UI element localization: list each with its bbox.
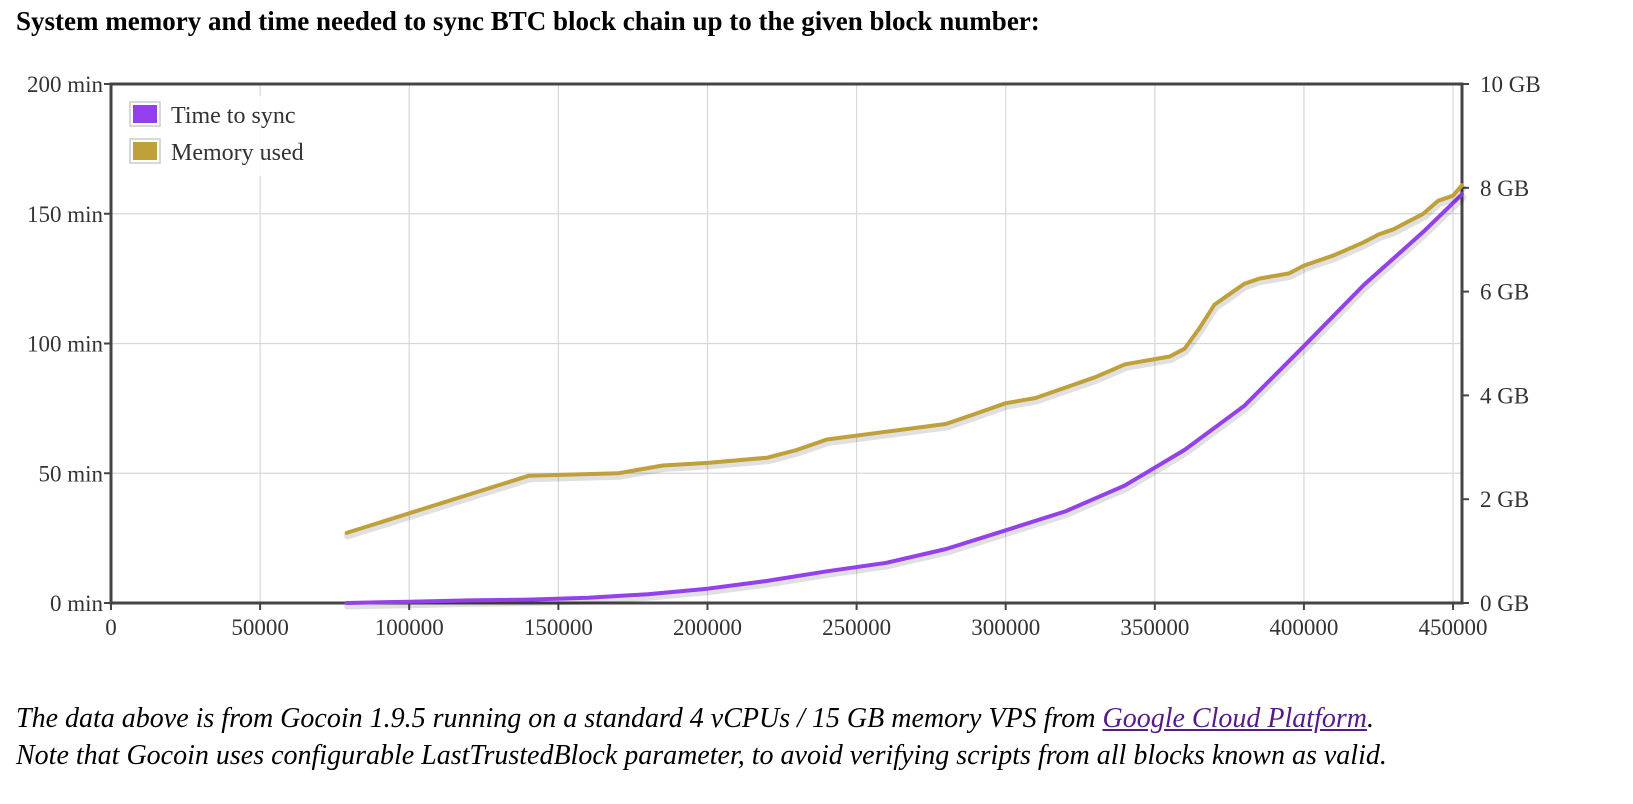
x-tick-label: 400000	[1269, 615, 1338, 640]
y2-axis-ticks: 0 GB 2 GB 4 GB 6 GB 8 GB 10 GB	[1462, 72, 1541, 616]
y2-tick-label: 2 GB	[1480, 487, 1529, 512]
y-tick-label: 100 min	[27, 332, 104, 357]
footnote-text: The data above is from Gocoin 1.9.5 runn…	[16, 703, 1103, 734]
page-heading: System memory and time needed to sync BT…	[16, 6, 1040, 36]
footnote-note: Note that Gocoin uses configurable LastT…	[16, 740, 1387, 771]
x-tick-label: 350000	[1120, 615, 1189, 640]
legend-swatch-memory-used	[133, 142, 157, 160]
y2-tick-label: 6 GB	[1480, 280, 1529, 305]
y2-tick-label: 0 GB	[1480, 591, 1529, 616]
chart-grid	[111, 84, 1462, 603]
series-line-time-to-sync	[344, 192, 1464, 605]
sync-chart: 0 50000 100000 150000 200000 250000 300000 3500…	[27, 72, 1541, 640]
x-axis-ticks: 0 50000 100000 150000 200000 250000 300000 3500…	[105, 603, 1488, 640]
legend-swatch-time-to-sync	[133, 105, 157, 123]
footnote-period: .	[1366, 703, 1374, 734]
x-tick-label: 200000	[673, 615, 742, 640]
y2-tick-label: 8 GB	[1480, 176, 1529, 201]
x-tick-label: 0	[105, 615, 117, 640]
series-line-memory-used	[344, 183, 1464, 535]
y-tick-label: 0 min	[50, 591, 104, 616]
y-tick-label: 50 min	[38, 461, 103, 486]
legend-swatch-border-time-to-sync	[129, 101, 161, 127]
series-shadow-time-to-sync	[344, 193, 1467, 610]
legend-label-time-to-sync: Time to sync	[171, 103, 295, 129]
x-tick-label: 100000	[375, 615, 444, 640]
x-tick-label: 50000	[231, 615, 289, 640]
y-tick-label: 150 min	[27, 202, 104, 227]
legend-swatch-border-memory-used	[129, 138, 161, 164]
y2-tick-label: 10 GB	[1480, 72, 1541, 97]
series-layer	[344, 183, 1467, 610]
google-cloud-platform-link[interactable]: Google Cloud Platform	[1102, 703, 1367, 734]
x-tick-label: 450000	[1419, 615, 1488, 640]
legend-label-memory-used: Memory used	[171, 140, 304, 166]
x-tick-label: 250000	[822, 615, 891, 640]
chart-legend: Time to sync Memory used	[126, 96, 326, 176]
x-tick-label: 300000	[971, 615, 1040, 640]
y2-tick-label: 4 GB	[1480, 383, 1529, 408]
x-tick-label: 150000	[524, 615, 593, 640]
footnote: The data above is from Gocoin 1.9.5 runn…	[16, 700, 1387, 774]
y-axis-ticks: 0 min 50 min 100 min 150 min 200 min	[27, 72, 111, 616]
series-shadow-memory-used	[344, 184, 1467, 540]
y-tick-label: 200 min	[27, 72, 104, 97]
